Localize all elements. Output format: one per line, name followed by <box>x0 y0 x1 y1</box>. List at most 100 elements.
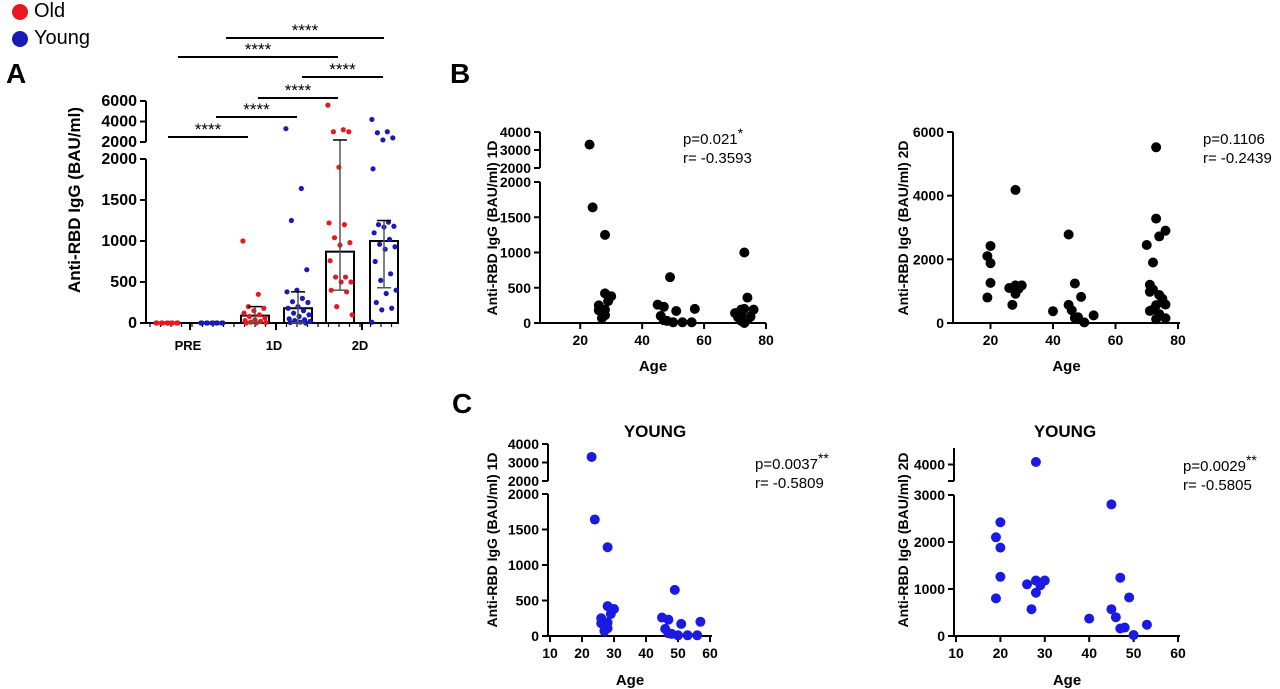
x-tick-label: 30 <box>606 645 622 661</box>
x-tick-label: 20 <box>572 332 588 348</box>
data-point <box>1026 604 1037 615</box>
data-point <box>1066 305 1077 316</box>
data-point <box>1119 622 1130 633</box>
x-axis-title: Age <box>616 672 644 689</box>
data-point <box>739 247 750 258</box>
y-axis-title: Anti-RBD IgG (BAU/ml) <box>65 107 84 293</box>
data-point <box>1063 229 1074 240</box>
data-point <box>995 542 1006 553</box>
y-tick-label: 4000 <box>914 457 945 473</box>
data-point <box>210 320 216 326</box>
stat-c1: p=0.0037** r= -0.5809 <box>755 451 829 493</box>
data-point <box>736 309 747 320</box>
y-tick-label: 6000 <box>101 93 137 110</box>
data-point <box>303 320 309 326</box>
y-tick-label: 3000 <box>914 487 945 503</box>
significance-stars: **** <box>243 100 270 119</box>
legend-item-young: Young <box>12 27 90 50</box>
panel-label-b: B <box>450 58 471 89</box>
data-point <box>982 292 993 303</box>
y-tick-label: 500 <box>110 274 137 291</box>
data-point <box>330 129 336 135</box>
significance-stars: **** <box>292 21 319 40</box>
data-point <box>349 312 355 318</box>
data-point <box>391 223 397 229</box>
data-point <box>380 137 386 143</box>
data-point <box>372 258 378 265</box>
data-point <box>602 542 613 553</box>
data-point <box>369 319 375 325</box>
x-tick-label: 40 <box>634 332 650 348</box>
data-point <box>1007 299 1018 310</box>
data-point <box>291 310 297 316</box>
old-dot-icon <box>12 3 28 20</box>
y-tick-label: 500 <box>508 280 532 296</box>
young-dot-icon <box>12 30 28 47</box>
data-point <box>676 618 687 629</box>
data-point <box>665 272 676 283</box>
data-point <box>346 129 352 135</box>
data-point <box>386 236 393 242</box>
data-point <box>369 116 375 123</box>
data-point <box>374 130 380 136</box>
data-point <box>240 238 246 244</box>
x-tick-label: 20 <box>574 645 590 661</box>
data-point <box>375 222 382 228</box>
y-tick-label: 0 <box>937 628 945 644</box>
data-point <box>341 222 347 228</box>
p-value: p=0.021 <box>683 131 738 148</box>
x-axis-title: Age <box>1053 672 1081 689</box>
r-value: r= -0.2439 <box>1203 150 1272 167</box>
data-point <box>669 584 680 595</box>
x-tick-label: 40 <box>1045 332 1061 348</box>
x-tick-label: 30 <box>1037 645 1053 661</box>
data-point <box>327 258 333 264</box>
legend-label: Old <box>34 0 66 22</box>
data-point <box>1154 231 1165 242</box>
data-point <box>1124 592 1135 603</box>
data-point <box>602 623 613 634</box>
panel-label-c: C <box>452 388 473 419</box>
y-tick-label: 2000 <box>508 486 539 502</box>
data-point <box>326 220 332 226</box>
data-point <box>1084 613 1095 624</box>
data-point <box>1010 184 1021 195</box>
y-tick-label: 500 <box>516 593 540 609</box>
y-tick-label: 2000 <box>101 151 137 168</box>
y-tick-label: 1500 <box>101 192 137 209</box>
data-point <box>1022 579 1033 590</box>
x-tick-label: 20 <box>983 332 999 348</box>
data-point <box>1016 280 1027 291</box>
data-point <box>220 320 226 326</box>
y-tick-label: 1000 <box>500 245 531 261</box>
data-point <box>1106 499 1117 510</box>
data-point <box>390 135 396 141</box>
data-point <box>686 317 697 328</box>
x-tick-label: 10 <box>542 645 558 661</box>
data-point <box>584 139 595 150</box>
p-value: p=0.1106 <box>1203 131 1265 148</box>
data-point <box>388 271 394 277</box>
y-tick-label: 6000 <box>913 124 944 140</box>
data-point <box>1039 575 1050 586</box>
data-point <box>990 593 1001 604</box>
y-tick-label: 4000 <box>913 188 944 204</box>
y-tick-label: 3000 <box>500 142 531 158</box>
data-point <box>287 319 293 326</box>
data-point <box>1115 572 1126 583</box>
y-tick-label: 4000 <box>508 436 539 452</box>
data-point <box>373 299 379 306</box>
data-point <box>668 317 679 328</box>
data-point <box>1088 310 1099 321</box>
stat-b2: p=0.1106 r= -0.2439 <box>1203 130 1272 168</box>
significance-stars: **** <box>329 60 356 79</box>
data-point <box>248 319 254 325</box>
data-point <box>304 267 310 273</box>
y-tick-label: 1000 <box>101 233 137 250</box>
y-tick-label: 1000 <box>914 581 945 597</box>
legend-label: Young <box>34 27 90 49</box>
data-point <box>671 306 682 317</box>
data-point <box>393 287 399 293</box>
data-point <box>241 310 247 316</box>
data-point <box>243 320 249 326</box>
